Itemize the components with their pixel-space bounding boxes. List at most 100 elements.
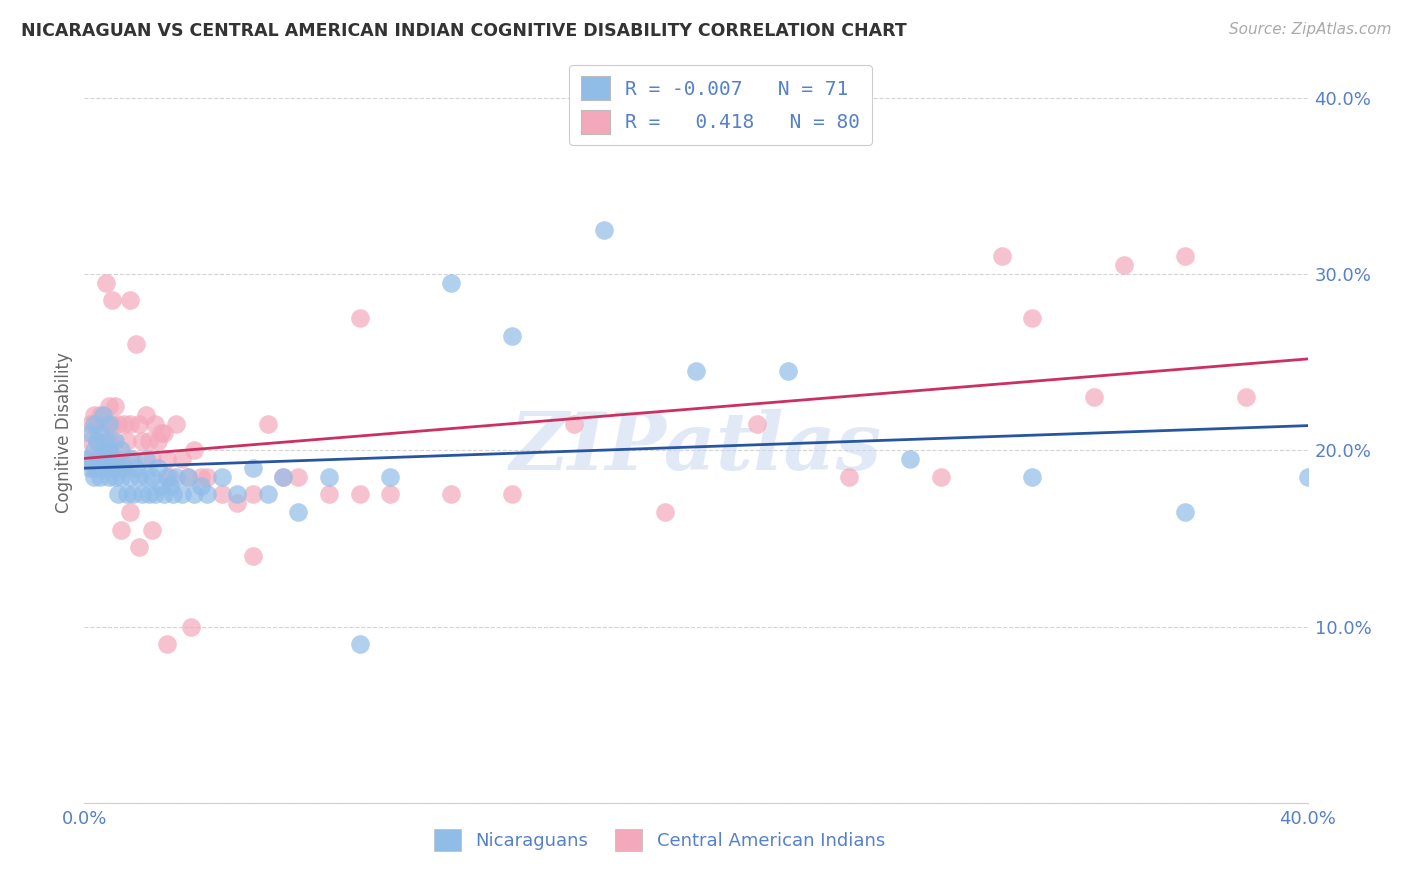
- Point: [287, 505, 309, 519]
- Text: ZIPatlas: ZIPatlas: [510, 409, 882, 486]
- Point: [83, 469, 105, 483]
- Point: [165, 417, 187, 431]
- Point: [776, 364, 799, 378]
- Point: [172, 452, 194, 467]
- Point: [101, 293, 124, 308]
- Point: [86, 452, 108, 467]
- Point: [83, 417, 105, 431]
- Point: [172, 487, 194, 501]
- Point: [131, 487, 153, 501]
- Point: [91, 443, 114, 458]
- Point: [685, 364, 707, 378]
- Point: [156, 469, 179, 483]
- Point: [159, 469, 181, 483]
- Point: [502, 328, 524, 343]
- Point: [94, 417, 117, 431]
- Point: [86, 434, 108, 449]
- Point: [125, 461, 148, 475]
- Point: [190, 469, 212, 483]
- Point: [91, 452, 114, 467]
- Point: [141, 469, 163, 483]
- Point: [110, 523, 132, 537]
- Point: [101, 417, 124, 431]
- Point: [125, 337, 148, 351]
- Point: [86, 461, 108, 475]
- Point: [226, 487, 249, 501]
- Point: [101, 461, 124, 475]
- Y-axis label: Cognitive Disability: Cognitive Disability: [55, 352, 73, 513]
- Point: [135, 469, 157, 483]
- Point: [177, 469, 200, 483]
- Point: [183, 487, 205, 501]
- Point: [91, 408, 114, 422]
- Point: [226, 496, 249, 510]
- Point: [104, 452, 127, 467]
- Point: [101, 434, 124, 449]
- Point: [135, 408, 157, 422]
- Point: [115, 487, 138, 501]
- Point: [257, 417, 280, 431]
- Point: [165, 469, 187, 483]
- Point: [128, 540, 150, 554]
- Point: [183, 443, 205, 458]
- Point: [91, 443, 114, 458]
- Point: [162, 487, 184, 501]
- Point: [89, 425, 111, 440]
- Point: [146, 434, 169, 449]
- Point: [211, 487, 233, 501]
- Point: [318, 469, 340, 483]
- Point: [242, 549, 264, 563]
- Point: [180, 619, 202, 633]
- Point: [120, 505, 142, 519]
- Point: [1296, 469, 1319, 483]
- Text: NICARAGUAN VS CENTRAL AMERICAN INDIAN COGNITIVE DISABILITY CORRELATION CHART: NICARAGUAN VS CENTRAL AMERICAN INDIAN CO…: [21, 22, 907, 40]
- Point: [89, 469, 111, 483]
- Point: [97, 399, 120, 413]
- Point: [138, 434, 160, 449]
- Point: [1114, 258, 1136, 272]
- Point: [97, 461, 120, 475]
- Point: [110, 443, 132, 458]
- Point: [242, 461, 264, 475]
- Point: [120, 452, 142, 467]
- Point: [593, 223, 616, 237]
- Point: [141, 523, 163, 537]
- Point: [1236, 390, 1258, 404]
- Point: [562, 417, 585, 431]
- Point: [107, 487, 129, 501]
- Point: [97, 443, 120, 458]
- Point: [128, 469, 150, 483]
- Point: [89, 443, 111, 458]
- Point: [79, 425, 101, 440]
- Point: [112, 461, 135, 475]
- Legend: Nicaraguans, Central American Indians: Nicaraguans, Central American Indians: [425, 821, 894, 861]
- Point: [79, 417, 101, 431]
- Point: [747, 417, 769, 431]
- Point: [83, 408, 105, 422]
- Point: [94, 434, 117, 449]
- Point: [349, 311, 371, 326]
- Point: [79, 434, 101, 449]
- Point: [122, 452, 145, 467]
- Point: [991, 249, 1014, 263]
- Point: [89, 408, 111, 422]
- Point: [94, 452, 117, 467]
- Point: [138, 487, 160, 501]
- Point: [128, 417, 150, 431]
- Point: [440, 276, 463, 290]
- Point: [94, 452, 117, 467]
- Point: [135, 452, 157, 467]
- Point: [1174, 505, 1197, 519]
- Point: [115, 434, 138, 449]
- Point: [86, 417, 108, 431]
- Point: [1083, 390, 1105, 404]
- Point: [177, 469, 200, 483]
- Point: [654, 505, 676, 519]
- Point: [195, 469, 218, 483]
- Point: [104, 399, 127, 413]
- Point: [287, 469, 309, 483]
- Point: [94, 276, 117, 290]
- Point: [440, 487, 463, 501]
- Point: [153, 487, 176, 501]
- Point: [318, 487, 340, 501]
